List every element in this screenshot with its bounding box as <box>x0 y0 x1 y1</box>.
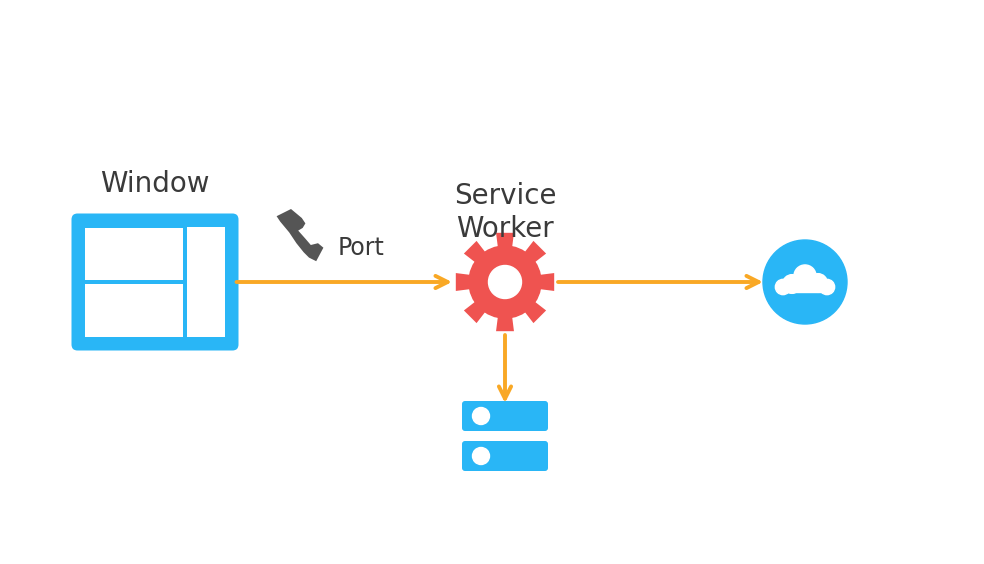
Circle shape <box>488 266 522 298</box>
FancyBboxPatch shape <box>462 401 548 431</box>
Circle shape <box>469 246 541 318</box>
Bar <box>187 227 224 337</box>
Bar <box>783 280 827 292</box>
Circle shape <box>820 279 834 294</box>
Text: Service: Service <box>454 182 556 210</box>
Bar <box>86 284 183 337</box>
Circle shape <box>763 240 847 324</box>
Circle shape <box>472 447 489 465</box>
Polygon shape <box>456 233 554 331</box>
Circle shape <box>794 265 816 287</box>
Text: Port: Port <box>338 236 385 260</box>
FancyBboxPatch shape <box>462 441 548 471</box>
Text: Window: Window <box>100 170 210 197</box>
PathPatch shape <box>277 209 324 261</box>
Circle shape <box>809 274 828 292</box>
Circle shape <box>775 279 791 294</box>
Text: Worker: Worker <box>457 215 554 243</box>
FancyBboxPatch shape <box>72 214 238 350</box>
Circle shape <box>782 275 801 293</box>
Circle shape <box>472 408 489 425</box>
Bar <box>86 227 183 280</box>
